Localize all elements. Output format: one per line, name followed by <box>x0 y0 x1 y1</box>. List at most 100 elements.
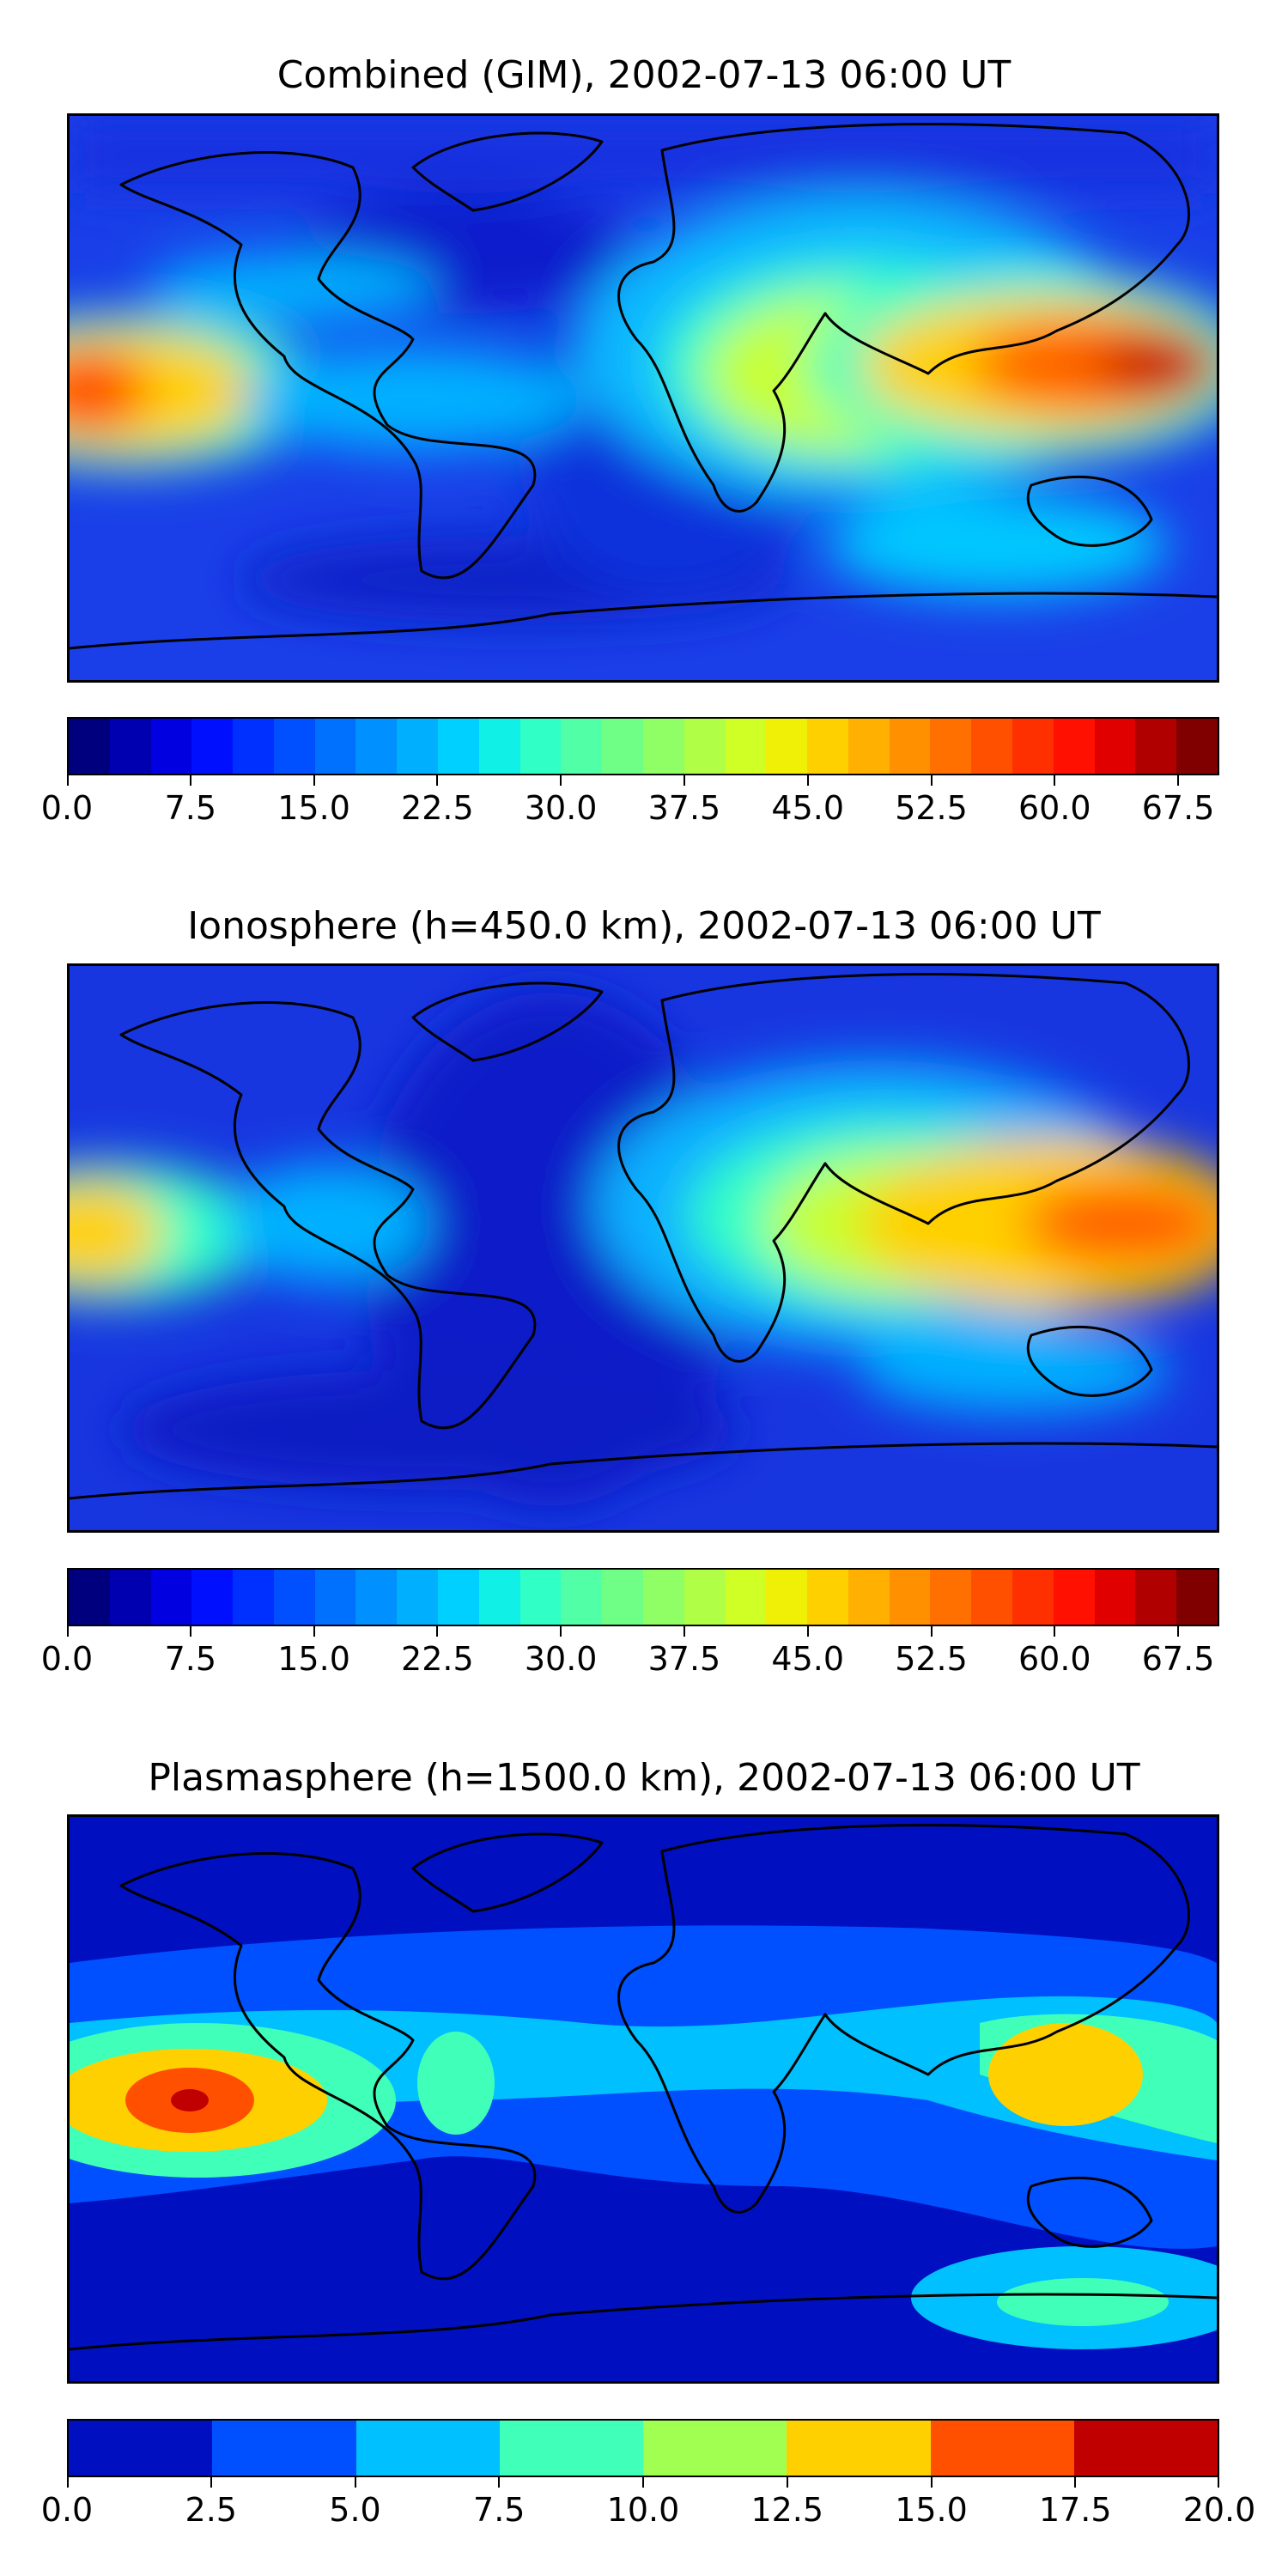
colorbar-segment <box>602 1570 643 1625</box>
colorbar-tick-label: 0.0 <box>40 789 94 827</box>
colorbar-segment <box>1135 719 1177 774</box>
combined-gim-map <box>67 113 1219 683</box>
colorbar-tick <box>930 775 933 786</box>
colorbar-tick-label: 60.0 <box>1018 789 1091 827</box>
colorbar-tick <box>313 775 315 786</box>
colorbar-tick <box>67 2477 69 2488</box>
panel-1-title: Combined (GIM), 2002-07-13 06:00 UT <box>276 53 1012 97</box>
colorbar-tick-label: 37.5 <box>647 1640 721 1678</box>
colorbar-segment <box>519 719 562 774</box>
colorbar-tick-label: 20.0 <box>1182 2491 1256 2529</box>
colorbar-segment <box>971 1570 1012 1625</box>
panel-2-colorbar <box>67 1568 1219 1626</box>
colorbar-tick <box>560 775 562 786</box>
colorbar-tick <box>210 2477 212 2488</box>
colorbar-segment <box>725 719 767 774</box>
colorbar-segment <box>725 1570 767 1625</box>
colorbar-segment <box>438 1570 479 1625</box>
colorbar-tick-label: 5.0 <box>329 2491 381 2529</box>
colorbar-segment <box>69 719 110 774</box>
colorbar-tick-label: 45.0 <box>771 1640 845 1678</box>
colorbar-segment <box>355 719 398 774</box>
colorbar-tick <box>67 775 69 786</box>
panel-1-colorbar <box>67 717 1219 775</box>
colorbar-tick-label: 22.5 <box>401 1640 474 1678</box>
colorbar-segment <box>1135 1570 1177 1625</box>
colorbar-segment <box>889 1570 931 1625</box>
colorbar-tick-label: 30.0 <box>524 789 598 827</box>
colorbar-tick <box>806 775 809 786</box>
colorbar-tick <box>436 1626 439 1637</box>
panel-3-colorbar-ticks: 0.0 2.5 5.0 7.5 10.0 12.5 15.0 17.5 20.0 <box>41 2477 1255 2529</box>
colorbar-segment <box>683 1570 726 1625</box>
colorbar-tick <box>189 1626 191 1637</box>
colorbar-tick <box>313 1626 315 1637</box>
colorbar-tick <box>642 2477 644 2488</box>
colorbar-segment <box>355 1570 398 1625</box>
colorbar-tick-label: 10.0 <box>606 2491 680 2529</box>
colorbar-tick <box>786 2477 788 2488</box>
colorbar-segment <box>69 1570 110 1625</box>
colorbar-tick-label: 37.5 <box>647 789 721 827</box>
colorbar-segment <box>314 1570 356 1625</box>
colorbar-tick-label: 60.0 <box>1018 1640 1091 1678</box>
colorbar-segment <box>602 719 643 774</box>
colorbar-tick-label: 15.0 <box>277 1640 350 1678</box>
plasmasphere-map <box>67 1814 1219 2384</box>
colorbar-tick <box>930 1626 933 1637</box>
colorbar-tick <box>189 775 191 786</box>
colorbar-segment <box>355 2421 500 2476</box>
colorbar-tick <box>498 2477 501 2488</box>
colorbar-segment <box>930 1570 972 1625</box>
colorbar-segment <box>807 719 848 774</box>
colorbar-segment <box>1073 2421 1218 2476</box>
colorbar-tick-label: 22.5 <box>401 789 474 827</box>
panel-2-title: Ionosphere (h=450.0 km), 2002-07-13 06:0… <box>187 904 1101 948</box>
colorbar-segment <box>109 719 151 774</box>
colorbar-tick-label: 67.5 <box>1141 789 1215 827</box>
colorbar-segment <box>150 719 192 774</box>
colorbar-segment <box>642 1570 684 1625</box>
colorbar-segment <box>807 1570 848 1625</box>
colorbar-segment <box>1053 1570 1095 1625</box>
colorbar-tick-label: 17.5 <box>1038 2491 1112 2529</box>
colorbar-segment <box>397 1570 439 1625</box>
panel-3-title: Plasmasphere (h=1500.0 km), 2002-07-13 0… <box>148 1756 1140 1800</box>
colorbar-segment <box>1094 1570 1136 1625</box>
colorbar-tick <box>560 1626 562 1637</box>
colorbar-segment <box>273 719 315 774</box>
colorbar-tick-label: 12.5 <box>750 2491 824 2529</box>
colorbar-tick <box>67 1626 69 1637</box>
colorbar-segment <box>191 1570 234 1625</box>
colorbar-segment <box>1012 1570 1054 1625</box>
colorbar-tick-label: 52.5 <box>895 1640 968 1678</box>
colorbar-tick-label: 0.0 <box>40 1640 94 1678</box>
colorbar-tick-label: 7.5 <box>164 789 216 827</box>
colorbar-tick-label: 15.0 <box>277 789 350 827</box>
colorbar-tick <box>930 2477 933 2488</box>
colorbar-tick-label: 52.5 <box>895 789 968 827</box>
colorbar-segment <box>930 2421 1074 2476</box>
colorbar-segment <box>1176 719 1218 774</box>
colorbar-tick-label: 7.5 <box>473 2491 526 2529</box>
colorbar-segment <box>889 719 931 774</box>
colorbar-tick <box>1074 2477 1077 2488</box>
colorbar-segment <box>1094 719 1136 774</box>
colorbar-tick-label: 7.5 <box>164 1640 216 1678</box>
colorbar-segment <box>478 719 520 774</box>
colorbar-segment <box>787 2421 931 2476</box>
colorbar-segment <box>191 719 234 774</box>
panel-3-colorbar <box>67 2419 1219 2477</box>
colorbar-segment <box>397 719 439 774</box>
colorbar-segment <box>499 2421 643 2476</box>
colorbar-tick <box>683 775 685 786</box>
colorbar-segment <box>561 719 603 774</box>
colorbar-tick <box>1054 1626 1056 1637</box>
colorbar-segment <box>212 2421 356 2476</box>
colorbar-segment <box>848 1570 890 1625</box>
colorbar-tick <box>1177 1626 1180 1637</box>
colorbar-segment <box>643 2421 787 2476</box>
colorbar-segment <box>766 1570 808 1625</box>
colorbar-segment <box>233 1570 274 1625</box>
colorbar-segment <box>478 1570 520 1625</box>
